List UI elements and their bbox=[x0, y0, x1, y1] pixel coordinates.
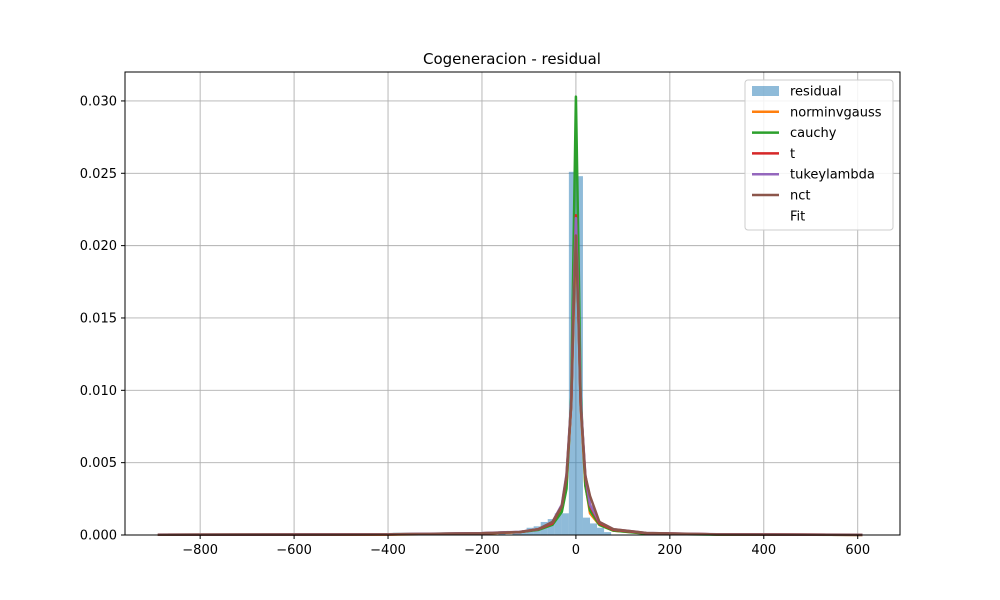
y-tick-label: 0.030 bbox=[80, 94, 117, 109]
series-line-t bbox=[157, 213, 863, 537]
chart-title: Cogeneracion - residual bbox=[423, 50, 601, 68]
y-tick-label: 0.020 bbox=[80, 239, 117, 254]
series-line-nct bbox=[157, 234, 863, 537]
y-tick-label: 0.025 bbox=[80, 167, 117, 182]
histogram-bar bbox=[498, 533, 506, 535]
x-axis: −800 −600 −400 −200 0 200 400 600 bbox=[182, 535, 870, 558]
histogram-bar bbox=[561, 513, 569, 535]
x-tick-label: −200 bbox=[464, 543, 500, 558]
legend-label: norminvgauss bbox=[790, 105, 882, 120]
fit-lines bbox=[157, 95, 863, 537]
histogram-bar bbox=[582, 517, 590, 535]
legend-box bbox=[744, 79, 894, 231]
histogram-bar bbox=[519, 532, 527, 535]
legend-label: Fit bbox=[790, 209, 805, 224]
legend-swatch-residual bbox=[752, 86, 779, 96]
x-tick-label: 400 bbox=[751, 543, 776, 558]
legend: residual norminvgauss cauchy t tukeylambda nc… bbox=[744, 79, 894, 231]
y-tick-label: 0.015 bbox=[80, 311, 117, 326]
y-axis: 0.000 0.005 0.010 0.015 0.020 0.025 0.030 bbox=[80, 94, 125, 544]
legend-label: t bbox=[790, 147, 795, 162]
histogram-bar bbox=[512, 532, 520, 535]
series-line-norminvgauss bbox=[157, 237, 863, 537]
histogram-bar bbox=[547, 519, 555, 535]
x-tick-label: −800 bbox=[182, 543, 218, 558]
legend-label: tukeylambda bbox=[790, 168, 875, 183]
plot-frame bbox=[124, 71, 901, 536]
x-tick-label: −400 bbox=[370, 543, 406, 558]
x-tick-label: 0 bbox=[572, 543, 580, 558]
histogram-bar bbox=[604, 532, 612, 535]
histogram-bar bbox=[554, 513, 562, 535]
y-tick-label: 0.000 bbox=[80, 529, 117, 544]
legend-label: residual bbox=[790, 85, 842, 100]
y-tick-label: 0.010 bbox=[80, 384, 117, 399]
histogram-bar bbox=[597, 527, 605, 535]
x-tick-label: 200 bbox=[657, 543, 682, 558]
x-tick-label: −600 bbox=[276, 543, 312, 558]
histogram-bar bbox=[590, 523, 598, 535]
legend-label: nct bbox=[790, 189, 810, 204]
y-tick-label: 0.005 bbox=[80, 456, 117, 471]
legend-label: cauchy bbox=[790, 126, 837, 141]
series-line-tukeylambda bbox=[157, 216, 863, 536]
x-tick-label: 600 bbox=[845, 543, 870, 558]
